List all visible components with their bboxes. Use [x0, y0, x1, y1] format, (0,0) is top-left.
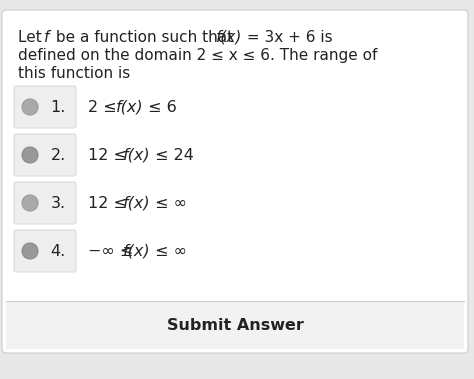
Text: f(x): f(x): [216, 30, 242, 45]
Text: ≤ ∞: ≤ ∞: [150, 196, 187, 210]
FancyBboxPatch shape: [14, 182, 76, 224]
Text: be a function such that: be a function such that: [51, 30, 238, 45]
Circle shape: [22, 99, 38, 115]
Text: 2.: 2.: [51, 147, 66, 163]
Text: f(x): f(x): [122, 243, 150, 258]
Text: Let: Let: [18, 30, 46, 45]
FancyBboxPatch shape: [14, 230, 76, 272]
Text: f(x): f(x): [122, 196, 150, 210]
Text: ≤ 6: ≤ 6: [143, 100, 177, 114]
Text: defined on the domain 2 ≤ x ≤ 6. The range of: defined on the domain 2 ≤ x ≤ 6. The ran…: [18, 48, 377, 63]
Text: this function is: this function is: [18, 66, 130, 81]
Text: 3.: 3.: [51, 196, 66, 210]
Text: 2 ≤: 2 ≤: [88, 100, 122, 114]
FancyBboxPatch shape: [14, 86, 76, 128]
FancyBboxPatch shape: [2, 10, 468, 353]
Text: 12 ≤: 12 ≤: [88, 196, 132, 210]
Circle shape: [22, 243, 38, 259]
Text: 12 ≤: 12 ≤: [88, 147, 132, 163]
Circle shape: [22, 147, 38, 163]
Text: Submit Answer: Submit Answer: [166, 318, 303, 332]
Text: f(x): f(x): [122, 147, 150, 163]
Text: f(x): f(x): [116, 100, 143, 114]
Text: ≤ ∞: ≤ ∞: [150, 243, 187, 258]
FancyBboxPatch shape: [14, 134, 76, 176]
Circle shape: [22, 195, 38, 211]
Text: = 3x + 6 is: = 3x + 6 is: [242, 30, 333, 45]
FancyBboxPatch shape: [6, 301, 464, 349]
Text: 4.: 4.: [51, 243, 66, 258]
Text: −∞ ≤: −∞ ≤: [88, 243, 138, 258]
Text: 1.: 1.: [51, 100, 66, 114]
Text: ≤ 24: ≤ 24: [150, 147, 194, 163]
Text: f: f: [45, 30, 50, 45]
